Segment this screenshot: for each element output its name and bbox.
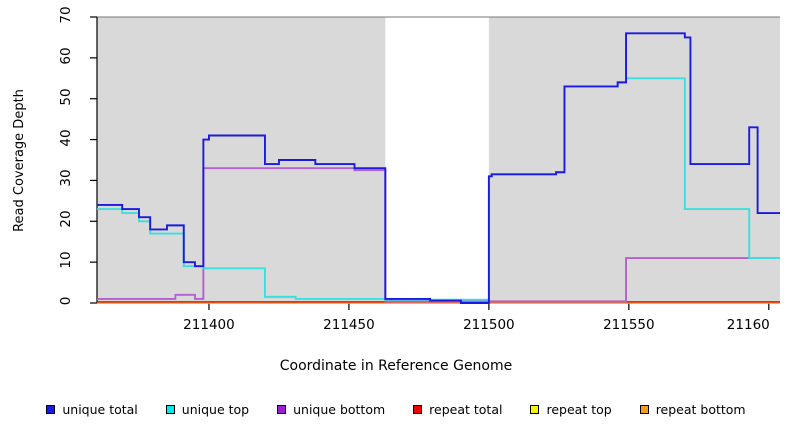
legend-item: repeat bottom: [639, 401, 746, 417]
y-tick-label: 40: [58, 128, 74, 147]
repeat-region-left: [97, 17, 386, 303]
legend-item: unique bottom: [277, 402, 385, 417]
legend-label: repeat bottom: [655, 401, 746, 417]
repeat-region-right: [488, 17, 780, 303]
legend-label: repeat top: [546, 401, 612, 417]
chart-legend: unique total unique top unique bottom repea…: [0, 398, 792, 420]
legend-label: unique top: [181, 401, 250, 417]
legend-swatch-icon: [413, 404, 423, 414]
legend-label: repeat total: [429, 401, 503, 417]
y-tick-label: 60: [58, 47, 74, 65]
legend-label: unique bottom: [293, 401, 386, 417]
legend-item: unique total: [46, 401, 138, 417]
y-tick-label: 0: [58, 296, 74, 306]
x-tick-label: 211400: [183, 317, 235, 333]
legend-label: unique total: [62, 401, 138, 417]
x-tick-label: 211550: [603, 317, 655, 333]
legend-swatch-icon: [165, 404, 175, 414]
legend-swatch-icon: [530, 404, 540, 414]
legend-item: repeat total: [413, 402, 502, 417]
x-tick-label: 21160: [726, 317, 770, 333]
legend-item: unique top: [165, 401, 250, 417]
y-tick-label: 50: [58, 88, 74, 106]
series-unique-bottom: [97, 167, 780, 303]
x-tick-label: 211500: [463, 317, 515, 333]
x-axis-title: Coordinate in Reference Genome: [279, 358, 513, 374]
series-unique-total: [97, 32, 780, 304]
y-tick-label: 70: [58, 6, 74, 24]
legend-swatch-icon: [639, 404, 649, 414]
legend-swatch-icon: [46, 404, 56, 414]
y-tick-label: 30: [58, 169, 74, 188]
legend-swatch-icon: [277, 404, 287, 414]
y-tick-label: 20: [58, 210, 74, 228]
y-tick-label: 10: [58, 251, 74, 269]
x-tick-label: 211450: [323, 317, 375, 333]
legend-item: repeat top: [530, 401, 612, 417]
